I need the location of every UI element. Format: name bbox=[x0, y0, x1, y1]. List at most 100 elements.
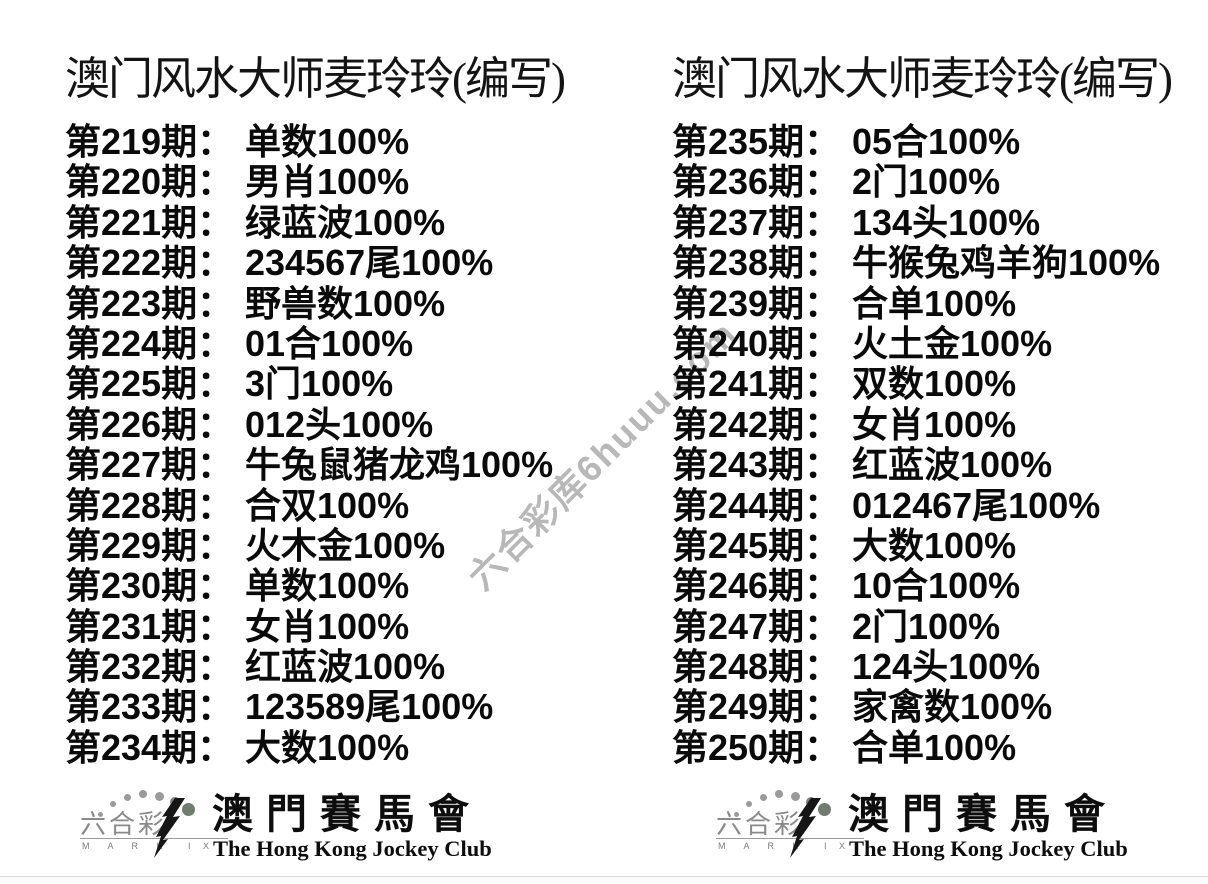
period-label: 第250期： bbox=[672, 726, 841, 768]
prediction-row: 第239期： 合单100% bbox=[672, 282, 1208, 324]
lightning-bolt-icon bbox=[154, 798, 185, 858]
prediction-value: 012467尾100% bbox=[852, 484, 1101, 526]
prediction-row: 第225期： 3门100% bbox=[65, 363, 627, 405]
prediction-value: 2门100% bbox=[852, 605, 1001, 647]
period-label: 第240期： bbox=[672, 322, 841, 364]
period-label: 第243期： bbox=[672, 444, 841, 486]
prediction-row: 第244期： 012467尾100% bbox=[672, 484, 1208, 526]
logo-dot-icon bbox=[746, 801, 752, 807]
period-label: 第247期： bbox=[672, 605, 841, 647]
prediction-value: 女肖100% bbox=[245, 605, 410, 647]
prediction-row: 第243期： 红蓝波100% bbox=[672, 444, 1208, 486]
footer-logo-right: 六合彩 M A R K I X 澳門賽馬會 The Hong Kong Jock… bbox=[716, 786, 1146, 878]
period-label: 第245期： bbox=[672, 524, 841, 566]
period-label: 第239期： bbox=[672, 282, 841, 324]
prediction-row: 第236期： 2门100% bbox=[672, 161, 1208, 203]
prediction-row: 第224期： 01合100% bbox=[65, 322, 627, 364]
mark-six-chinese-label: 六合彩 bbox=[716, 809, 804, 839]
prediction-row: 第241期： 双数100% bbox=[672, 363, 1208, 404]
jockey-club-chinese-label: 澳門賽馬會 bbox=[212, 791, 482, 837]
period-label: 第236期： bbox=[672, 161, 841, 203]
column-right-header: 澳门风水大师麦玲玲(编写) bbox=[672, 54, 1173, 104]
prediction-row: 第223期： 野兽数100% bbox=[65, 282, 627, 324]
period-label: 第238期： bbox=[672, 242, 841, 284]
prediction-row: 第233期： 123589尾100% bbox=[65, 686, 627, 728]
mark-six-chinese-label: 六合彩 bbox=[80, 809, 168, 839]
period-label: 第230期： bbox=[65, 565, 234, 607]
prediction-value: 合双100% bbox=[245, 484, 410, 526]
logo-dot-icon bbox=[98, 812, 103, 817]
period-label: 第228期： bbox=[65, 484, 234, 526]
logo-dot-icon bbox=[182, 803, 195, 816]
prediction-row: 第249期： 家禽数100% bbox=[672, 686, 1208, 728]
prediction-value: 大数100% bbox=[852, 524, 1017, 566]
prediction-row: 第229期： 火木金100% bbox=[65, 524, 627, 566]
mark-label: M A R K bbox=[718, 841, 807, 851]
prediction-row: 第240期： 火土金100% bbox=[672, 322, 1208, 364]
logo-dot-icon bbox=[110, 801, 116, 807]
prediction-value: 合单100% bbox=[852, 282, 1017, 324]
prediction-value: 134头100% bbox=[852, 201, 1041, 243]
period-label: 第225期： bbox=[65, 363, 234, 405]
period-label: 第232期： bbox=[65, 646, 234, 688]
prediction-value: 234567尾100% bbox=[245, 242, 494, 284]
period-label: 第249期： bbox=[672, 686, 841, 728]
period-label: 第227期： bbox=[65, 444, 234, 486]
prediction-row: 第235期： 05合100% bbox=[672, 121, 1208, 162]
prediction-row: 第219期： 单数100% bbox=[65, 121, 627, 162]
period-label: 第220期： bbox=[65, 161, 234, 203]
six-label: I X bbox=[188, 841, 215, 851]
prediction-list-right: 第235期： 05合100% 第236期： 2门100% 第237期： 134头… bbox=[672, 121, 1208, 768]
prediction-value: 单数100% bbox=[245, 565, 410, 607]
jockey-club-chinese-label: 澳門賽馬會 bbox=[848, 791, 1118, 837]
mark-label: M A R K bbox=[82, 841, 171, 851]
logo-dot-icon bbox=[124, 794, 131, 801]
prediction-row: 第242期： 女肖100% bbox=[672, 403, 1208, 445]
period-label: 第242期： bbox=[672, 403, 841, 445]
prediction-value: 牛猴兔鸡羊狗100% bbox=[852, 242, 1161, 284]
period-label: 第223期： bbox=[65, 282, 234, 324]
logo-dot-icon bbox=[734, 812, 739, 817]
period-label: 第226期： bbox=[65, 403, 234, 445]
prediction-row: 第227期： 牛兔鼠猪龙鸡100% bbox=[65, 444, 627, 486]
page-bottom-margin bbox=[0, 877, 1208, 884]
prediction-row: 第245期： 大数100% bbox=[672, 524, 1208, 566]
prediction-row: 第231期： 女肖100% bbox=[65, 605, 627, 647]
prediction-value: 123589尾100% bbox=[245, 686, 494, 728]
prediction-value: 红蓝波100% bbox=[852, 444, 1053, 486]
period-label: 第244期： bbox=[672, 484, 841, 526]
jockey-club-english-label: The Hong Kong Jockey Club bbox=[849, 836, 1128, 861]
prediction-value: 2门100% bbox=[852, 161, 1001, 203]
period-label: 第231期： bbox=[65, 605, 234, 647]
logo-dot-icon bbox=[139, 790, 147, 798]
period-label: 第248期： bbox=[672, 646, 841, 688]
period-label: 第234期： bbox=[65, 726, 234, 768]
period-label: 第222期： bbox=[65, 242, 234, 284]
prediction-list-left: 第219期： 单数100% 第220期： 男肖100% 第221期： 绿蓝波10… bbox=[65, 121, 627, 768]
logo-dot-icon bbox=[155, 792, 164, 801]
prediction-value: 124头100% bbox=[852, 646, 1041, 688]
prediction-row: 第232期： 红蓝波100% bbox=[65, 646, 627, 688]
period-label: 第224期： bbox=[65, 322, 234, 364]
six-label: I X bbox=[824, 841, 851, 851]
prediction-value: 大数100% bbox=[245, 726, 410, 768]
prediction-row: 第248期： 124头100% bbox=[672, 646, 1208, 688]
prediction-row: 第228期： 合双100% bbox=[65, 484, 627, 526]
prediction-value: 单数100% bbox=[245, 121, 410, 162]
period-label: 第235期： bbox=[672, 121, 841, 162]
prediction-value: 火木金100% bbox=[245, 524, 446, 566]
prediction-row: 第234期： 大数100% bbox=[65, 726, 627, 768]
lightning-bolt-icon bbox=[790, 798, 821, 858]
period-label: 第221期： bbox=[65, 201, 234, 243]
footer-logo-left: 六合彩 M A R K I X 澳門賽馬會 The Hong Kong Jock… bbox=[80, 786, 510, 878]
prediction-row: 第247期： 2门100% bbox=[672, 605, 1208, 647]
prediction-value: 合单100% bbox=[852, 726, 1017, 768]
column-left-header: 澳门风水大师麦玲玲(编写) bbox=[65, 54, 566, 104]
logo-dot-icon bbox=[760, 794, 767, 801]
period-label: 第219期： bbox=[65, 121, 234, 162]
logo-dot-icon bbox=[791, 792, 800, 801]
prediction-value: 10合100% bbox=[852, 565, 1021, 607]
prediction-row: 第246期： 10合100% bbox=[672, 565, 1208, 607]
prediction-row: 第221期： 绿蓝波100% bbox=[65, 201, 627, 243]
